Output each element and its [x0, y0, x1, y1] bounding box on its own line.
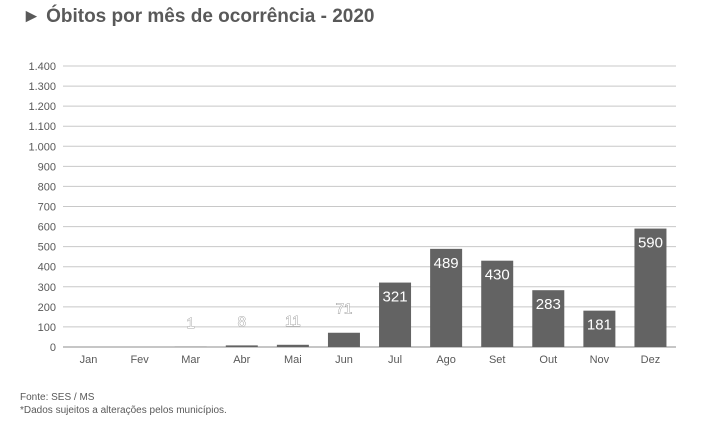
chart-title: ► Óbitos por mês de ocorrência - 2020: [22, 6, 375, 27]
y-tick-label: 1.200: [28, 101, 56, 113]
data-label: 8: [238, 313, 246, 330]
bar: [327, 332, 360, 347]
bar: [276, 344, 309, 347]
x-tick-label: Abr: [233, 354, 250, 366]
x-tick-label: Jul: [388, 354, 402, 366]
data-label: 11: [285, 313, 301, 330]
y-tick-label: 600: [38, 222, 56, 234]
y-tick-label: 1.000: [28, 141, 56, 153]
x-tick-label: Dez: [641, 354, 661, 366]
x-tick-label: Out: [539, 354, 557, 366]
x-tick-label: Mar: [181, 354, 200, 366]
bar: [481, 260, 514, 347]
y-tick-label: 100: [38, 322, 56, 334]
data-label: 321: [383, 289, 408, 306]
x-tick-label: Set: [489, 354, 506, 366]
x-tick-label: Jan: [80, 354, 98, 366]
data-label: 71: [336, 301, 353, 318]
y-tick-label: 0: [50, 342, 56, 354]
disclaimer-note: *Dados sujeitos a alterações pelos munic…: [20, 405, 227, 416]
y-tick-label: 400: [38, 262, 56, 274]
bar: [225, 345, 258, 347]
data-label: 1: [187, 315, 195, 332]
y-tick-label: 500: [38, 242, 56, 254]
data-label: 489: [434, 255, 459, 272]
y-tick-label: 200: [38, 302, 56, 314]
data-label: 430: [485, 267, 510, 284]
x-tick-label: Jun: [335, 354, 353, 366]
y-tick-label: 800: [38, 181, 56, 193]
y-tick-label: 300: [38, 282, 56, 294]
x-tick-label: Ago: [436, 354, 456, 366]
data-label: 181: [587, 317, 612, 334]
bar: [634, 228, 667, 347]
y-tick-label: 900: [38, 161, 56, 173]
y-tick-label: 1.400: [28, 61, 56, 73]
x-tick-label: Mai: [284, 354, 302, 366]
source-note: Fonte: SES / MS: [20, 392, 95, 403]
x-tick-label: Fev: [130, 354, 149, 366]
bar-chart: 0 100 200 300 400 500 600 700 800 900 1.000 1.100 1.…: [28, 61, 676, 366]
bar: [379, 282, 412, 347]
bar: [430, 248, 463, 347]
data-label: 590: [638, 235, 663, 252]
y-tick-label: 1.100: [28, 121, 56, 133]
bar: [583, 310, 616, 347]
y-tick-label: 1.300: [28, 81, 56, 93]
y-tick-label: 700: [38, 202, 56, 214]
x-tick-label: Nov: [590, 354, 610, 366]
data-label: 283: [536, 296, 561, 313]
bar: [532, 290, 565, 347]
